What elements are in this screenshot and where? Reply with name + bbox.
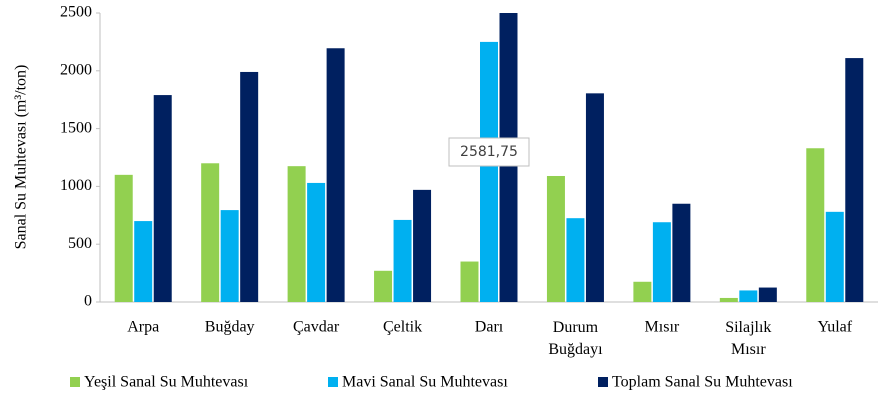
bar <box>201 163 220 302</box>
bar <box>393 219 412 302</box>
bars <box>114 13 864 302</box>
data-label-box <box>448 137 530 167</box>
data-label: 2581,75 <box>460 144 518 160</box>
bar <box>480 41 498 302</box>
legend-label: Mavi Sanal Su Muhtevası <box>342 374 508 391</box>
bar <box>806 148 825 302</box>
bar <box>825 211 844 302</box>
bar <box>758 287 777 302</box>
bar <box>114 174 133 302</box>
legend-swatch <box>328 377 338 387</box>
bar <box>566 218 585 302</box>
bar <box>546 175 565 302</box>
bar <box>719 297 738 302</box>
bar <box>413 189 432 302</box>
bar <box>633 281 652 302</box>
x-tick-label: Durum Buğdayı <box>548 319 603 358</box>
bar <box>307 182 326 302</box>
y-tick-label: 2500 <box>60 4 92 21</box>
bar <box>739 290 758 302</box>
bar <box>585 93 604 302</box>
bar <box>153 95 172 302</box>
bar <box>240 71 259 302</box>
x-tick-label: Silajlık Mısır <box>725 319 771 358</box>
x-tick-label: Yulaf <box>817 319 852 336</box>
x-tick-label: Çeltik <box>383 319 422 336</box>
bar <box>287 166 306 302</box>
legend-swatch <box>598 377 608 387</box>
bar <box>374 270 393 302</box>
x-tick-label: Darı <box>475 319 504 336</box>
y-tick-label: 500 <box>68 235 92 252</box>
bar <box>672 203 691 302</box>
y-tick-label: 1500 <box>60 119 92 136</box>
x-tick-label: Buğday <box>205 319 255 336</box>
bar <box>220 210 239 302</box>
legend-swatch <box>70 377 80 387</box>
legend-label: Toplam Sanal Su Muhtevası <box>612 374 793 391</box>
x-tick-label: Çavdar <box>293 319 340 336</box>
bar <box>652 222 671 302</box>
y-axis-label: Sanal Su Muhtevası (m³/ton) <box>13 65 30 250</box>
bar <box>845 58 864 302</box>
bar <box>460 261 479 302</box>
x-tick-label: Mısır <box>645 319 680 336</box>
bar <box>326 48 345 302</box>
y-tick-label: 2000 <box>60 61 92 78</box>
legend-label: Yeşil Sanal Su Muhtevası <box>84 374 249 391</box>
y-tick-label: 0 <box>84 293 92 310</box>
x-tick-label: Arpa <box>127 319 159 336</box>
y-tick-label: 1000 <box>60 177 92 194</box>
bar <box>134 221 153 302</box>
